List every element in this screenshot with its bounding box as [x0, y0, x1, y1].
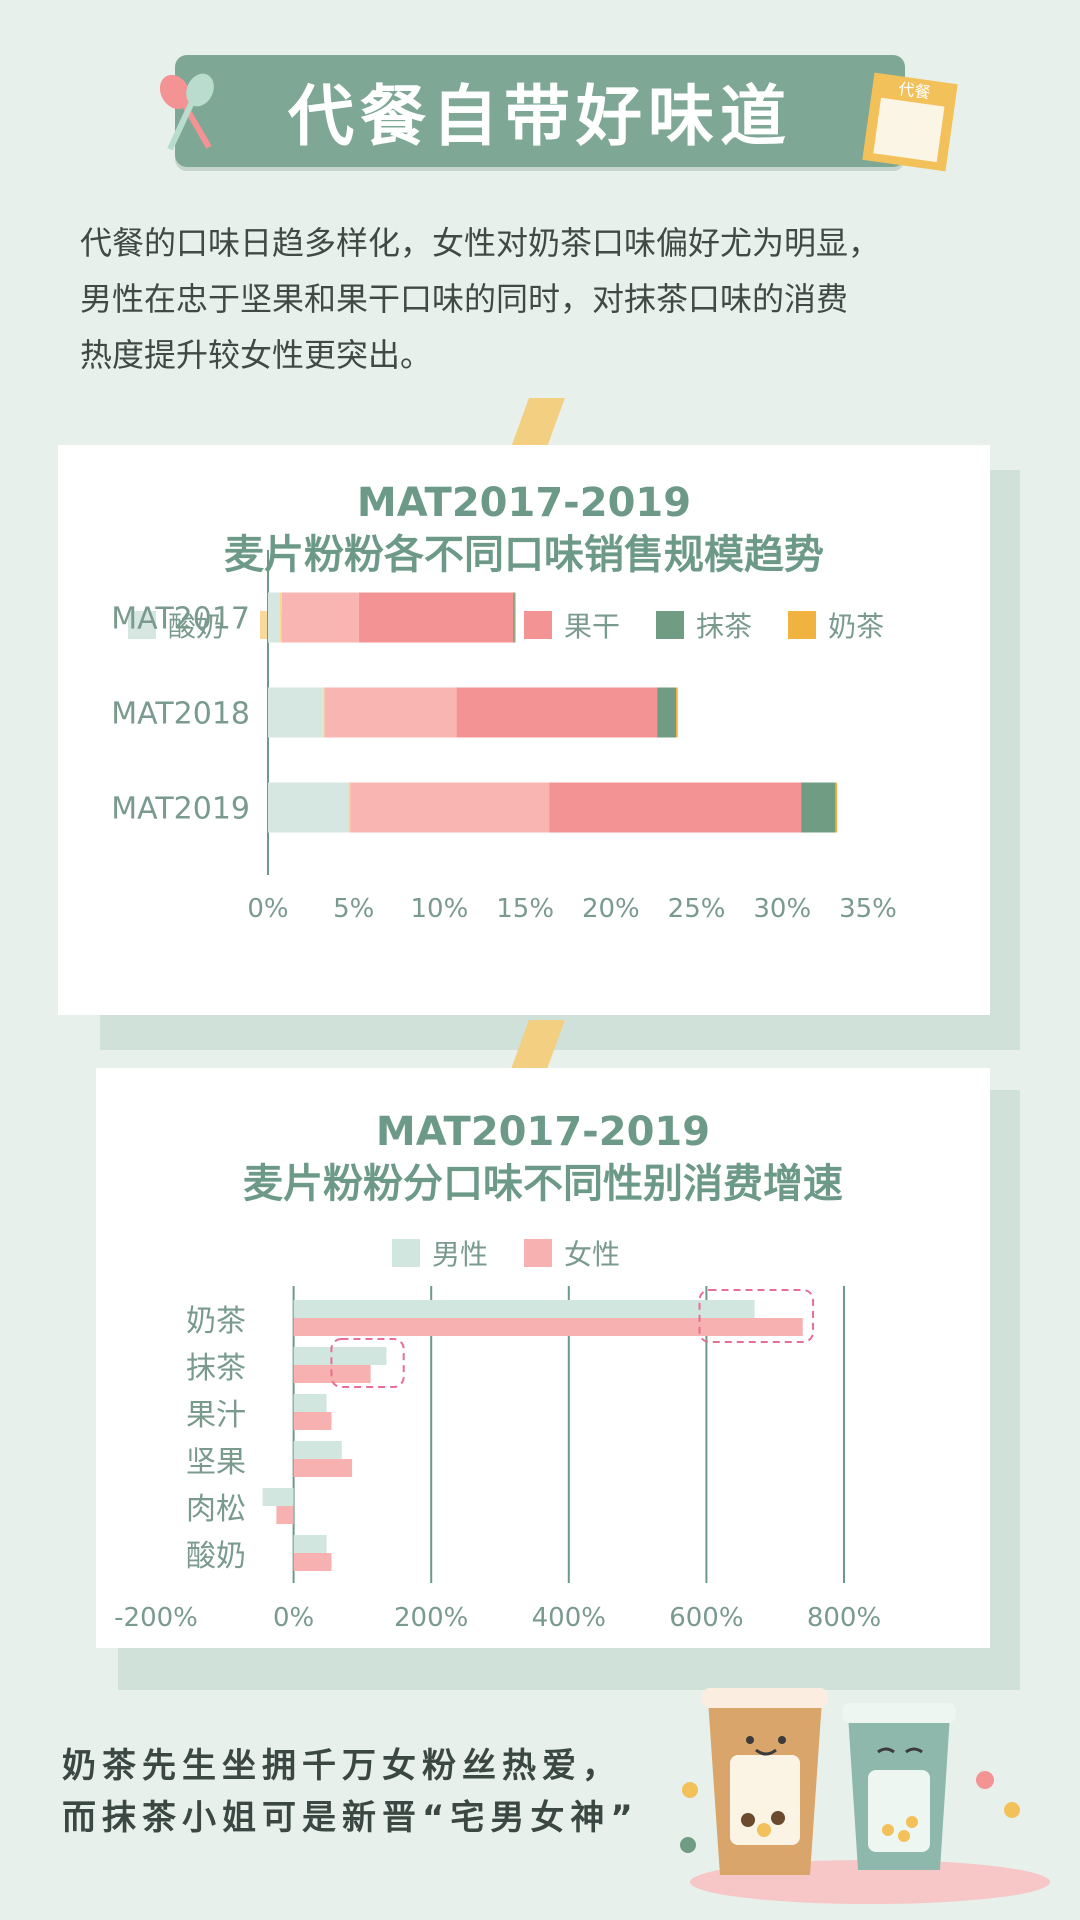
- chart-legend: 男性 女性: [392, 1233, 656, 1273]
- bar: [293, 1412, 332, 1430]
- bar-segment: [348, 782, 351, 833]
- legend-item-male: 男性: [392, 1233, 488, 1273]
- bar-segment: [268, 592, 280, 643]
- legend-item-yogurt: 酸奶: [128, 605, 224, 645]
- intro-line: 代餐的口味日趋多样化，女性对奶茶口味偏好尤为明显，: [80, 224, 881, 262]
- bar-segment: [514, 592, 516, 643]
- highlight-box: [330, 1338, 405, 1388]
- category-label: 果汁: [186, 1398, 246, 1433]
- bar-segment: [513, 592, 515, 643]
- category-label: MAT2019: [111, 792, 250, 827]
- x-tick-label: 30%: [753, 894, 811, 924]
- chart-title-line2: 麦片粉粉分口味不同性别消费增速: [243, 1161, 843, 1207]
- intro-line: 男性在忠于坚果和果干口味的同时，对抹茶口味的消费: [80, 280, 849, 318]
- bar-segment: [324, 687, 457, 738]
- category-label: 坚果: [186, 1445, 246, 1480]
- bar: [293, 1318, 803, 1336]
- x-tick-label: 35%: [839, 894, 897, 924]
- x-tick-label: 10%: [411, 894, 469, 924]
- bar-segment: [350, 782, 550, 833]
- page-title: 代餐自带好味道: [288, 78, 792, 155]
- bar: [262, 1488, 294, 1506]
- milk-tea-cup-icon: [702, 1688, 828, 1875]
- category-label: 酸奶: [186, 1539, 246, 1574]
- x-tick-label: 200%: [394, 1603, 468, 1633]
- footer-caption: 奶茶先生坐拥千万女粉丝热爱， 而抹茶小姐可是新晋“宅男女神”: [62, 1740, 682, 1844]
- category-label: 肉松: [186, 1492, 246, 1527]
- category-label: 奶茶: [186, 1304, 246, 1339]
- x-tick-label: 15%: [496, 894, 554, 924]
- x-tick-label: -200%: [114, 1603, 198, 1633]
- x-tick-label: 400%: [532, 1603, 606, 1633]
- legend-item-female: 女性: [524, 1233, 620, 1273]
- bar: [293, 1459, 353, 1477]
- bar-segment: [657, 687, 676, 738]
- bar-segment: [280, 592, 282, 643]
- matcha-cup-icon: [842, 1703, 956, 1870]
- bar: [293, 1300, 755, 1318]
- spoons-icon: [159, 73, 214, 151]
- legend-item-dried-fruit: 果干: [524, 605, 620, 645]
- footer-line: 而抹茶小姐可是新晋“宅男女神”: [62, 1798, 639, 1838]
- bar: [293, 1441, 342, 1459]
- meal-card-label: 代餐: [897, 79, 931, 102]
- meal-card-icon: 代餐: [862, 72, 958, 172]
- bar-segment: [268, 782, 349, 833]
- chart-title-line1: MAT2017-2019: [375, 1109, 711, 1155]
- x-tick-label: 25%: [668, 894, 726, 924]
- bar: [276, 1506, 294, 1524]
- chart-card-gender: MAT2017-2019 麦片粉粉分口味不同性别消费增速 男性 女性 奶茶抹茶果…: [96, 1068, 990, 1648]
- bar: [293, 1553, 332, 1571]
- chart-title-line1: MAT2017-2019: [356, 480, 692, 526]
- bar: [293, 1347, 387, 1365]
- bar-segment: [322, 687, 325, 738]
- intro-text: 代餐的口味日趋多样化，女性对奶茶口味偏好尤为明显， 男性在忠于坚果和果干口味的同…: [80, 215, 1000, 383]
- bar-segment: [801, 782, 836, 833]
- bar-segment: [358, 592, 514, 643]
- chart-title-line2: 麦片粉粉各不同口味销售规模趋势: [224, 532, 824, 578]
- category-label: 抹茶: [186, 1351, 246, 1386]
- chart-title: MAT2017-2019 麦片粉粉分口味不同性别消费增速: [96, 1106, 990, 1210]
- bar-segment: [549, 782, 802, 833]
- title-banner: 代餐自带好味道: [175, 55, 905, 167]
- x-tick-label: 5%: [333, 894, 374, 924]
- highlight-box: [698, 1289, 815, 1343]
- x-tick-label: 600%: [669, 1603, 743, 1633]
- bar-segment: [456, 687, 658, 738]
- footer-line: 奶茶先生坐拥千万女粉丝热爱，: [62, 1746, 622, 1786]
- x-tick-label: 800%: [807, 1603, 881, 1633]
- bar: [293, 1394, 327, 1412]
- bar-segment: [281, 592, 359, 643]
- legend-item-matcha: 抹茶: [656, 605, 752, 645]
- bar-segment: [268, 687, 323, 738]
- bar: [293, 1535, 327, 1553]
- category-label: MAT2017: [111, 602, 250, 637]
- x-tick-label: 0%: [247, 894, 288, 924]
- chart-card-sales: MAT2017-2019 麦片粉粉各不同口味销售规模趋势 酸奶 肉松 坚果 果干…: [58, 445, 990, 1015]
- stacked-bar-chart: MAT2017 MAT2018 MAT2019 0% 5% 10% 15% 20% 25% 30%…: [111, 550, 897, 924]
- mascots-illustration: [680, 1688, 1050, 1904]
- x-tick-label: 20%: [582, 894, 640, 924]
- x-tick-label: 0%: [273, 1603, 314, 1633]
- chart-title: MAT2017-2019 麦片粉粉各不同口味销售规模趋势: [58, 477, 990, 581]
- bar-segment: [676, 687, 678, 738]
- legend-item-milk-tea: 奶茶: [788, 605, 884, 645]
- intro-line: 热度提升较女性更突出。: [80, 336, 433, 374]
- bar-segment: [835, 782, 838, 833]
- category-label: MAT2018: [111, 697, 250, 732]
